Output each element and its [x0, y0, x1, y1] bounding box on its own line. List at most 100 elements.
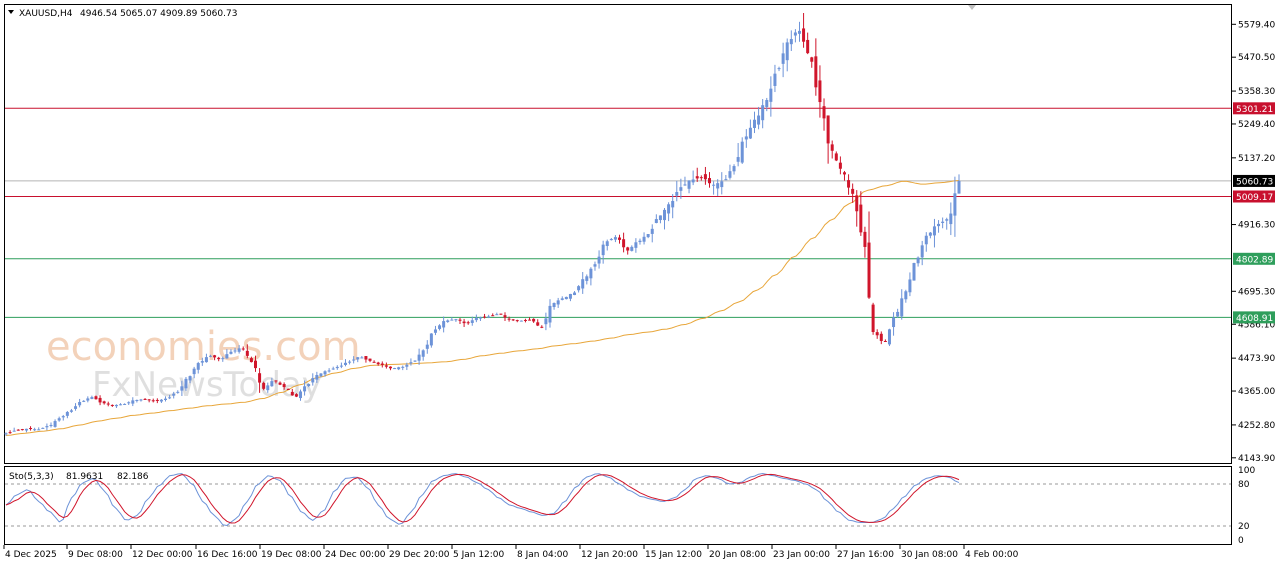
candlesticks [4, 12, 961, 436]
candle-body [818, 80, 822, 103]
candle-body [937, 223, 941, 227]
candle-body [699, 177, 703, 179]
candle-body [348, 361, 352, 363]
price-tick-label: 4916.30 [1238, 221, 1275, 231]
time-tick-label: 15 Jan 12:00 [645, 550, 702, 560]
candle-body [155, 399, 159, 401]
candle-body [536, 322, 540, 326]
candle-body [454, 319, 458, 321]
candle-body [748, 127, 752, 139]
time-tick-label: 16 Dec 16:00 [197, 550, 258, 560]
candle-body [618, 237, 622, 240]
candle-body [802, 28, 806, 42]
shift-marker-icon[interactable] [968, 5, 976, 10]
stochastic-label: Sto(5,3,3) [9, 472, 54, 482]
candle-body [773, 73, 777, 86]
candle-body [581, 279, 585, 289]
candle-body [863, 231, 867, 247]
candle-body [94, 396, 98, 400]
main-plot-frame [4, 4, 1232, 464]
candle-body [4, 433, 8, 435]
time-tick-label: 23 Jan 00:00 [773, 550, 830, 560]
candle-body [810, 57, 814, 62]
candle-body [20, 429, 24, 431]
candle-body [736, 157, 740, 162]
candle-body [544, 318, 548, 325]
candle-body [425, 344, 429, 349]
candle-body [49, 424, 53, 426]
candle-body [638, 240, 642, 243]
candle-body [196, 363, 200, 370]
candle-body [74, 406, 78, 409]
candle-body [417, 354, 421, 361]
time-tick-label: 27 Jan 16:00 [837, 550, 894, 560]
candle-body [499, 313, 503, 315]
candle-body [528, 319, 532, 321]
candle-body [213, 355, 217, 358]
candle-body [883, 340, 887, 342]
candle-body [642, 236, 646, 242]
candle-body [671, 200, 675, 208]
candle-body [752, 119, 756, 128]
collapse-triangle-icon[interactable] [8, 10, 14, 14]
candle-body [928, 232, 932, 236]
time-tick-label: 12 Dec 00:00 [132, 550, 193, 560]
candle-body [695, 176, 699, 179]
candle-body [466, 322, 470, 324]
time-tick-label: 4 Feb 00:00 [965, 550, 1019, 560]
candle-body [515, 320, 519, 322]
candle-body [761, 105, 765, 121]
candle-body [601, 244, 605, 256]
candle-body [221, 358, 225, 360]
candle-body [172, 393, 176, 396]
candle-body [793, 32, 797, 36]
candle-body [924, 235, 928, 245]
candle-body [114, 404, 118, 407]
candle-body [892, 317, 896, 328]
candle-body [781, 53, 785, 64]
price-tick-label: 5358.30 [1238, 87, 1275, 97]
candle-body [401, 366, 405, 368]
candle-body [409, 362, 413, 364]
candle-body [135, 399, 139, 401]
candle-body [900, 298, 904, 317]
candle-body [315, 375, 319, 380]
candle-body [393, 368, 397, 370]
candle-body [519, 320, 523, 322]
candle-body [683, 184, 687, 186]
time-tick-label: 12 Jan 20:00 [581, 550, 638, 560]
candle-body [826, 115, 830, 144]
price-tick-label: 5579.40 [1238, 20, 1275, 30]
candle-body [298, 391, 302, 399]
candle-body [200, 361, 204, 363]
candle-body [323, 371, 327, 375]
candle-body [847, 180, 851, 188]
candle-body [896, 311, 900, 317]
candle-body [609, 239, 613, 241]
candle-body [687, 180, 691, 189]
candle-body [744, 136, 748, 140]
candle-body [438, 325, 442, 329]
candle-body [209, 355, 213, 357]
candle-body [605, 241, 609, 246]
candle-body [511, 319, 515, 321]
candle-body [192, 368, 196, 375]
watermark-fxnewstoday: FxNewsToday [92, 365, 322, 405]
time-tick-label: 5 Jan 12:00 [453, 550, 505, 560]
candle-body [131, 400, 135, 404]
candle-body [470, 320, 474, 323]
price-tick-label: 4586.10 [1238, 320, 1275, 330]
candle-body [568, 293, 572, 299]
stochastic-main-value: 81.9631 [66, 472, 103, 482]
candle-body [343, 362, 347, 365]
candle-body [241, 348, 245, 350]
candle-body [303, 386, 307, 392]
candle-body [151, 400, 155, 402]
candle-body [237, 348, 241, 352]
candle-body [388, 366, 392, 369]
time-tick-label: 19 Dec 08:00 [261, 550, 322, 560]
candle-body [266, 385, 270, 391]
candle-body [307, 383, 311, 387]
candle-body [262, 382, 266, 389]
watermark-economies: economies.com [46, 324, 361, 370]
